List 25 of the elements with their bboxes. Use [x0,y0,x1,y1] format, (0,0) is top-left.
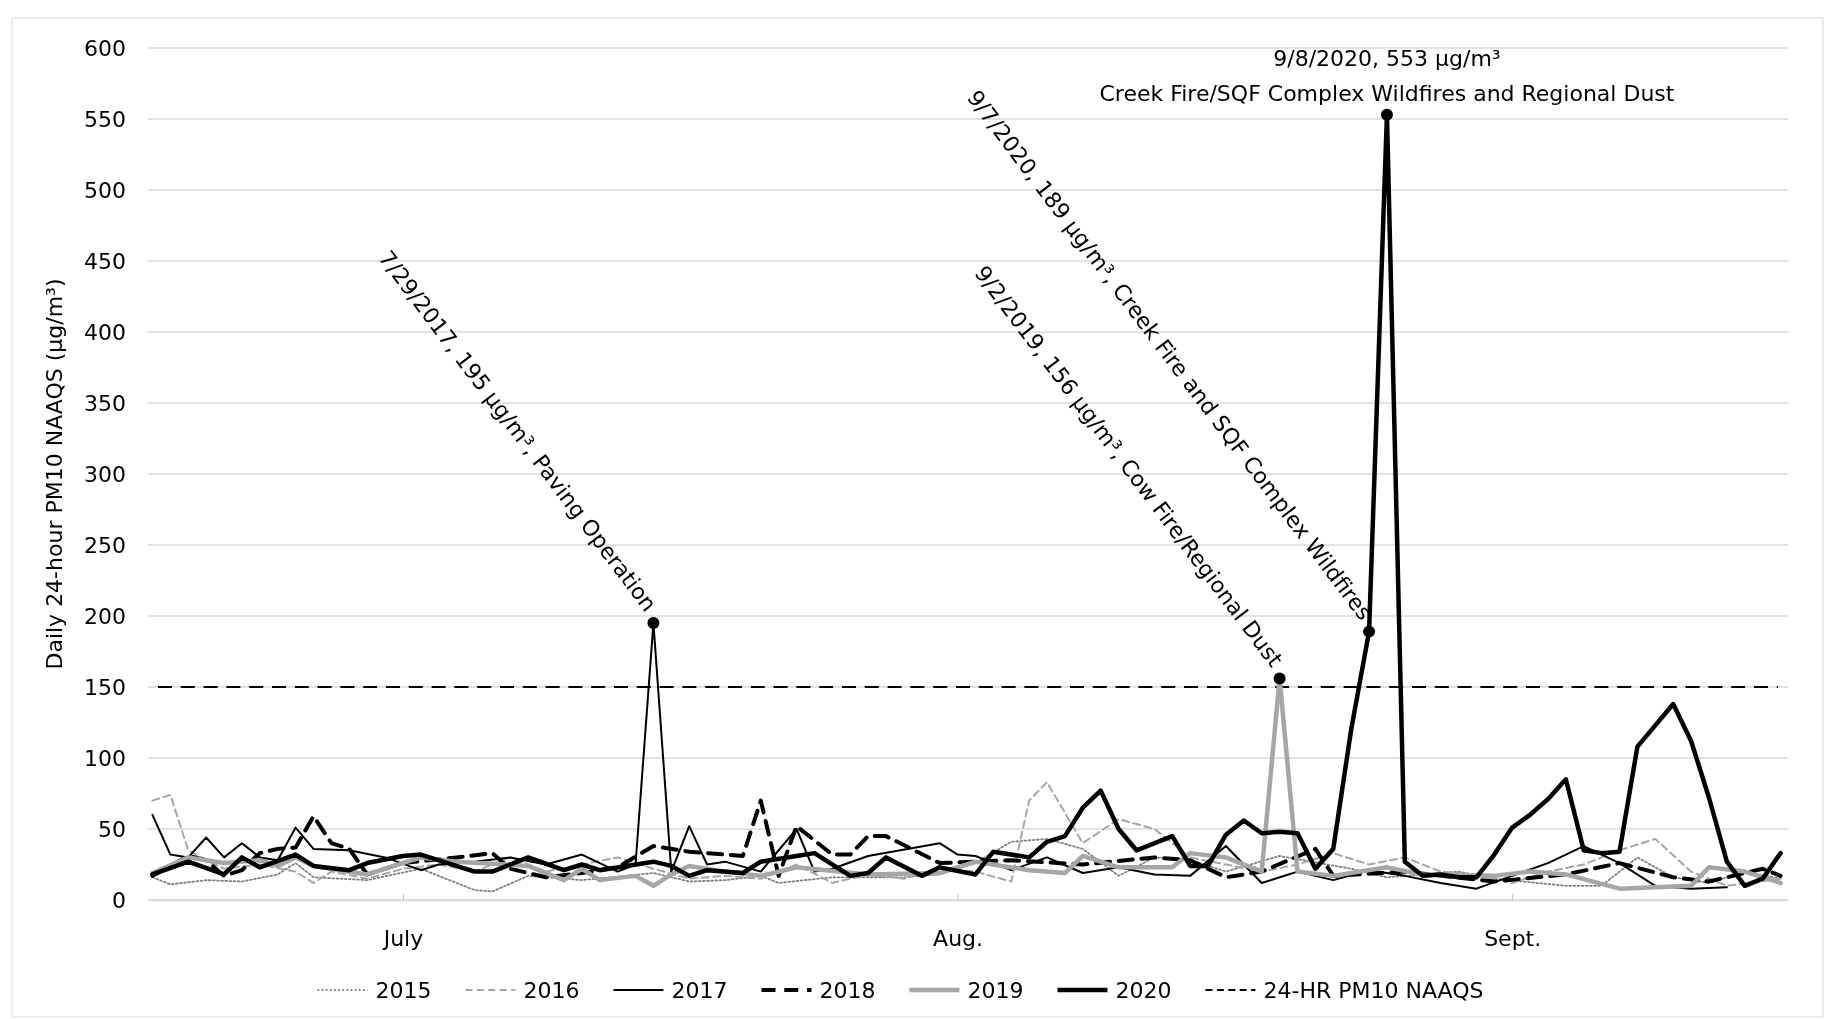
annotation: 9/8/2020, 553 μg/m³ Creek Fire/SQF Complex Wildfires and Regional Dust [1099,45,1675,106]
legend-label: 2017 [671,978,728,1003]
y-tick-label: 250 [84,532,126,558]
y-tick-label: 600 [84,35,126,61]
y-tick-label: 500 [84,177,126,203]
y-tick-label: 450 [84,248,126,274]
y-tick-label: 100 [84,745,126,771]
legend-label: 2016 [523,978,580,1003]
legend-label: 2015 [375,978,432,1003]
y-tick-label: 150 [84,674,126,700]
y-tick-label: 300 [84,461,126,487]
legend-label: 24-HR PM10 NAAQS [1263,978,1484,1003]
x-tick-label: Sept. [1484,925,1542,951]
legend-label: 2018 [819,978,876,1003]
legend-label: 2020 [1115,978,1172,1003]
y-tick-label: 50 [98,816,126,842]
y-tick-label: 400 [84,319,126,345]
y-axis-title: Daily 24-hour PM10 NAAQS (μg/m³) [42,278,67,670]
x-tick-label: July [381,925,424,951]
legend-label: 2019 [967,978,1024,1003]
y-tick-label: 200 [84,603,126,629]
y-tick-label: 350 [84,390,126,416]
x-tick-label: Aug. [933,925,984,951]
y-tick-label: 0 [112,887,126,913]
y-tick-label: 550 [84,106,126,132]
